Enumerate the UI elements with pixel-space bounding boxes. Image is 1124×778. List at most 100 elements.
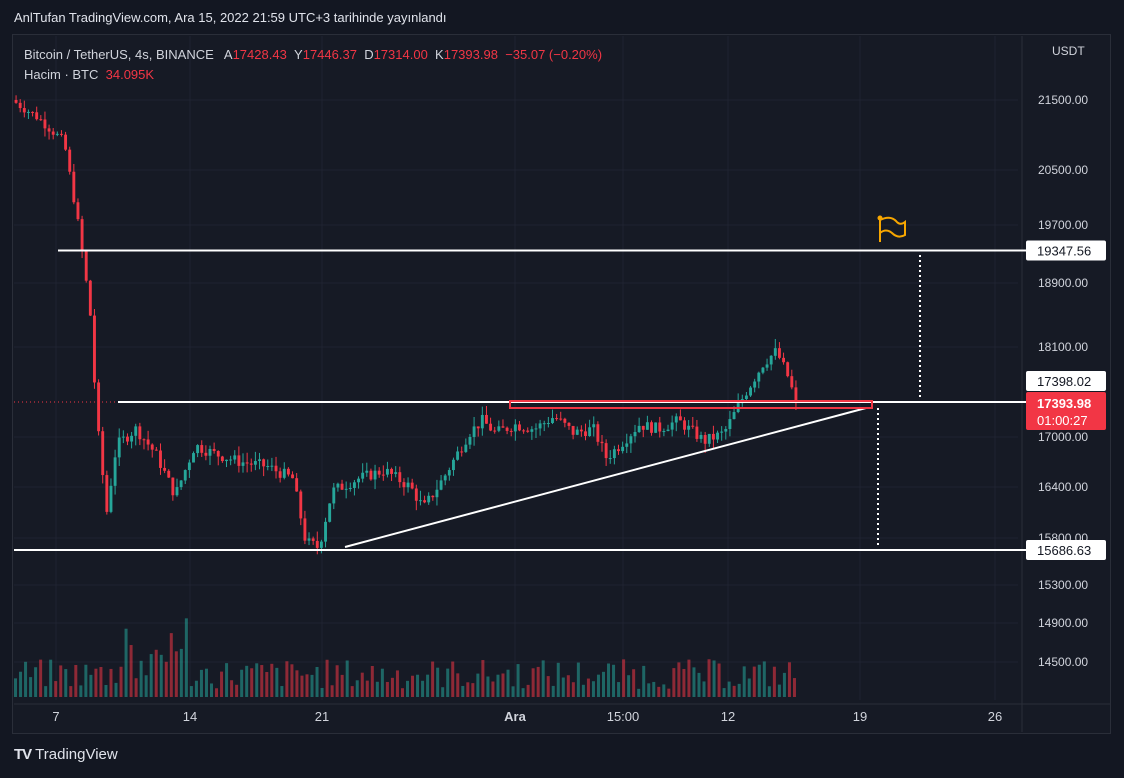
candle-body xyxy=(295,478,299,492)
volume-bar xyxy=(74,665,78,697)
candle-body xyxy=(212,448,216,451)
candle-body xyxy=(130,435,134,442)
footer: TV TradingView xyxy=(14,746,118,763)
volume-bar xyxy=(436,667,440,697)
volume-bar xyxy=(144,675,148,697)
volume-bar xyxy=(295,670,299,697)
volume-bar xyxy=(315,666,319,697)
chart-area[interactable] xyxy=(12,34,1111,734)
candle-body xyxy=(716,432,719,440)
candle-body xyxy=(357,478,360,483)
countdown-label: 01:00:27 xyxy=(1037,413,1088,428)
candle-body xyxy=(518,424,521,431)
candle-body xyxy=(732,412,736,420)
candle-body xyxy=(282,468,286,478)
candle-body xyxy=(654,422,658,433)
candle-body xyxy=(200,445,204,453)
candle-body xyxy=(559,418,563,420)
volume-bar xyxy=(566,675,570,697)
volume-bar xyxy=(194,680,198,697)
volume-bar xyxy=(707,659,711,697)
volume-bar xyxy=(421,680,425,697)
symbol-label[interactable]: Bitcoin / TetherUS, 4s, BINANCE xyxy=(24,47,214,62)
brand-name[interactable]: TradingView xyxy=(35,746,118,763)
volume-bar xyxy=(722,688,726,697)
volume-bar xyxy=(546,676,550,697)
volume-bar xyxy=(757,664,761,697)
candle-body xyxy=(348,487,352,489)
candle-body xyxy=(670,422,674,430)
candle-body xyxy=(159,450,162,468)
volume-bar xyxy=(581,684,585,697)
x-tick-label: 15:00 xyxy=(607,709,640,724)
volume-bar xyxy=(225,663,229,697)
candle-body xyxy=(303,518,307,541)
candle-body xyxy=(18,102,22,109)
candle-body xyxy=(699,434,703,439)
candle-body xyxy=(352,482,356,488)
candle-body xyxy=(97,382,101,432)
volume-bar xyxy=(662,684,666,697)
candle-body xyxy=(336,483,340,488)
volume-bar xyxy=(345,660,349,697)
volume-bar xyxy=(99,667,103,697)
flag-icon xyxy=(877,215,906,242)
volume-bar xyxy=(732,685,736,697)
volume-bar xyxy=(767,686,771,697)
candle-body xyxy=(650,422,653,433)
tradingview-logo-icon[interactable]: TV xyxy=(14,746,32,763)
candle-body xyxy=(604,443,608,459)
candle-body xyxy=(703,434,707,444)
volume-bar xyxy=(330,685,334,697)
volume-bar xyxy=(737,683,741,697)
candle-body xyxy=(435,489,439,498)
candle-body xyxy=(707,433,711,444)
volume-bar xyxy=(556,662,560,697)
candle-body xyxy=(678,416,682,421)
change-value: −35.07 (−0.20%) xyxy=(505,47,603,62)
candle-body xyxy=(299,491,303,519)
candle-body xyxy=(192,453,195,463)
volume-bar xyxy=(496,674,500,697)
candle-body xyxy=(55,133,59,135)
volume-bar xyxy=(94,668,98,697)
volume-bar xyxy=(19,671,23,697)
volume-bar xyxy=(446,668,450,697)
candle-body xyxy=(761,367,765,373)
volume-bar xyxy=(712,660,716,697)
candle-body xyxy=(522,430,526,432)
candle-body xyxy=(658,422,662,432)
volume-bar xyxy=(250,668,254,697)
volume-bar xyxy=(14,678,17,697)
candle-body xyxy=(769,355,773,365)
candle-body xyxy=(773,348,777,356)
volume-bar xyxy=(657,686,661,697)
candle-body xyxy=(596,424,600,442)
volume-bar xyxy=(687,659,691,697)
candle-body xyxy=(183,470,187,481)
candle-body xyxy=(538,423,542,429)
volume-bar xyxy=(54,681,58,697)
currency-label: USDT xyxy=(1052,44,1085,58)
y-tick-label: 18100.00 xyxy=(1038,340,1088,354)
candle-body xyxy=(546,423,550,425)
volume-bar xyxy=(245,665,249,697)
candle-body xyxy=(93,315,96,383)
candle-body xyxy=(617,449,620,452)
candle-body xyxy=(567,422,571,426)
candle-body xyxy=(530,429,534,432)
volume-bar xyxy=(210,683,213,697)
volume-bar xyxy=(340,674,344,697)
candle-body xyxy=(154,449,158,451)
candle-body xyxy=(794,387,798,402)
volume-bar xyxy=(109,668,113,697)
candle-body xyxy=(237,455,241,466)
candle-body xyxy=(344,488,348,490)
candle-body xyxy=(225,459,228,462)
volume-bar xyxy=(667,688,671,697)
volume-label[interactable]: Hacim · BTC xyxy=(24,67,99,82)
candle-body xyxy=(480,414,484,429)
y-tick-label: 21500.00 xyxy=(1038,93,1088,107)
candle-body xyxy=(542,423,546,425)
